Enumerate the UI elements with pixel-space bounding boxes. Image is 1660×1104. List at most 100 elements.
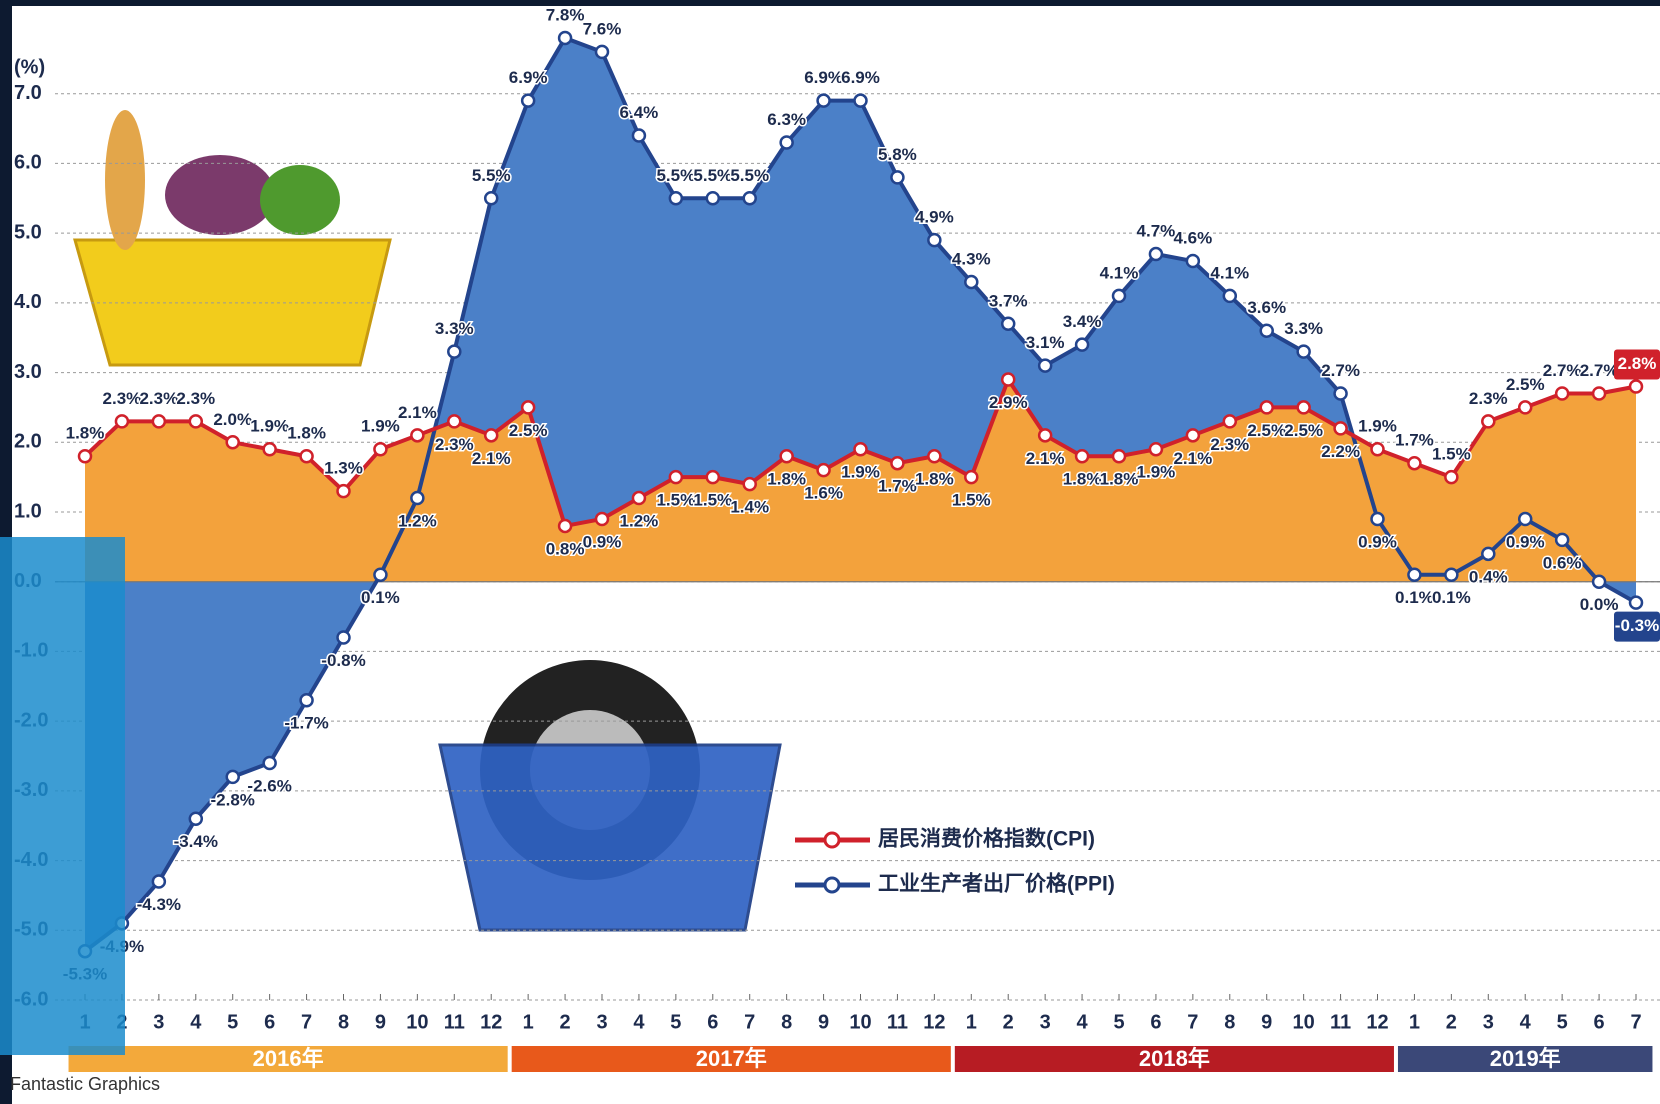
marker (744, 478, 756, 490)
marker (1482, 548, 1494, 560)
value-label: 2.3% (103, 389, 142, 408)
value-label: 3.4% (1063, 312, 1102, 331)
marker (1187, 255, 1199, 267)
marker (448, 415, 460, 427)
value-label: 2.3% (176, 389, 215, 408)
x-tick-label: 9 (1261, 1011, 1272, 1033)
marker (818, 464, 830, 476)
value-label: 2.5% (1284, 421, 1323, 440)
y-tick-label: 2.0 (14, 431, 42, 453)
marker (1002, 318, 1014, 330)
marker (338, 631, 350, 643)
marker (1076, 450, 1088, 462)
page: (%) Fantastic Graphics -6.0-5.0-4.0-3.0-… (0, 0, 1660, 1104)
source: Fantastic Graphics (10, 1074, 160, 1094)
marker (781, 137, 793, 149)
x-tick-label: 3 (596, 1011, 607, 1033)
legend-label: 居民消费价格指数(CPI) (878, 827, 1095, 851)
value-label: 4.1% (1100, 263, 1139, 282)
x-tick-label: 7 (744, 1011, 755, 1033)
year-label: 2019年 (1490, 1046, 1561, 1071)
marker (1261, 325, 1273, 337)
x-tick-label: 7 (1630, 1011, 1641, 1033)
y-tick-label: 6.0 (14, 152, 42, 174)
y-unit: (%) (14, 56, 45, 78)
marker (707, 471, 719, 483)
marker (707, 192, 719, 204)
x-tick-label: 11 (444, 1011, 465, 1033)
x-tick-label: 12 (480, 1011, 502, 1033)
value-label: 2.7% (1321, 361, 1360, 380)
x-tick-label: 4 (1520, 1011, 1532, 1033)
value-label: 2.1% (472, 449, 511, 468)
value-label: 3.7% (989, 291, 1028, 310)
marker (301, 694, 313, 706)
marker (1150, 443, 1162, 455)
value-label: 2.1% (1026, 449, 1065, 468)
x-tick-label: 3 (1483, 1011, 1494, 1033)
marker (227, 436, 239, 448)
x-tick-label: 10 (406, 1011, 428, 1033)
value-label: 3.6% (1247, 298, 1286, 317)
marker (596, 513, 608, 525)
marker (1372, 443, 1384, 455)
overlay (0, 537, 125, 1055)
marker (1076, 339, 1088, 351)
y-tick-label: 7.0 (14, 82, 42, 104)
value-label: 2.8% (1618, 354, 1657, 373)
x-tick-label: 4 (190, 1011, 202, 1033)
marker (522, 95, 534, 107)
value-label: 2.7% (1580, 361, 1619, 380)
value-label: 2.3% (1469, 389, 1508, 408)
x-tick-label: 5 (1113, 1011, 1124, 1033)
marker (227, 771, 239, 783)
marker (116, 415, 128, 427)
x-tick-label: 1 (523, 1011, 534, 1033)
value-label: 5.5% (656, 166, 695, 185)
marker (338, 485, 350, 497)
x-tick-label: 2 (1003, 1011, 1014, 1033)
x-tick-label: 1 (1409, 1011, 1420, 1033)
x-tick-label: 6 (1594, 1011, 1605, 1033)
value-label: 1.5% (1432, 445, 1471, 464)
marker (1335, 387, 1347, 399)
value-label: 0.9% (1358, 532, 1397, 551)
value-label: 1.8% (915, 470, 954, 489)
marker (522, 401, 534, 413)
marker (1630, 381, 1642, 393)
x-tick-label: 7 (301, 1011, 312, 1033)
value-label: 0.8% (546, 539, 585, 558)
value-label: 3.1% (1026, 333, 1065, 352)
value-label: 1.9% (361, 417, 400, 436)
marker (781, 450, 793, 462)
x-tick-label: 6 (264, 1011, 275, 1033)
value-label: 5.5% (730, 166, 769, 185)
marker (1556, 534, 1568, 546)
value-label: 1.8% (66, 424, 105, 443)
legend-marker (825, 833, 839, 847)
marker (153, 415, 165, 427)
x-tick-label: 3 (1040, 1011, 1051, 1033)
marker (411, 429, 423, 441)
marker (1482, 415, 1494, 427)
value-label: 6.9% (509, 68, 548, 87)
x-tick-label: 5 (227, 1011, 238, 1033)
value-label: 4.3% (952, 249, 991, 268)
marker (264, 443, 276, 455)
marker (1519, 513, 1531, 525)
marker (1298, 346, 1310, 358)
x-tick-label: 9 (818, 1011, 829, 1033)
value-label: 1.9% (250, 417, 289, 436)
y-tick-label: 4.0 (14, 291, 42, 313)
value-label: -0.3% (1615, 616, 1659, 635)
marker (190, 415, 202, 427)
value-label: 1.6% (804, 484, 843, 503)
marker (301, 450, 313, 462)
marker (855, 443, 867, 455)
x-tick-label: 4 (1077, 1011, 1089, 1033)
value-label: 0.1% (1395, 588, 1434, 607)
value-label: 4.6% (1173, 229, 1212, 248)
value-label: 4.1% (1210, 263, 1249, 282)
value-label: 2.7% (1543, 361, 1582, 380)
marker (559, 32, 571, 44)
